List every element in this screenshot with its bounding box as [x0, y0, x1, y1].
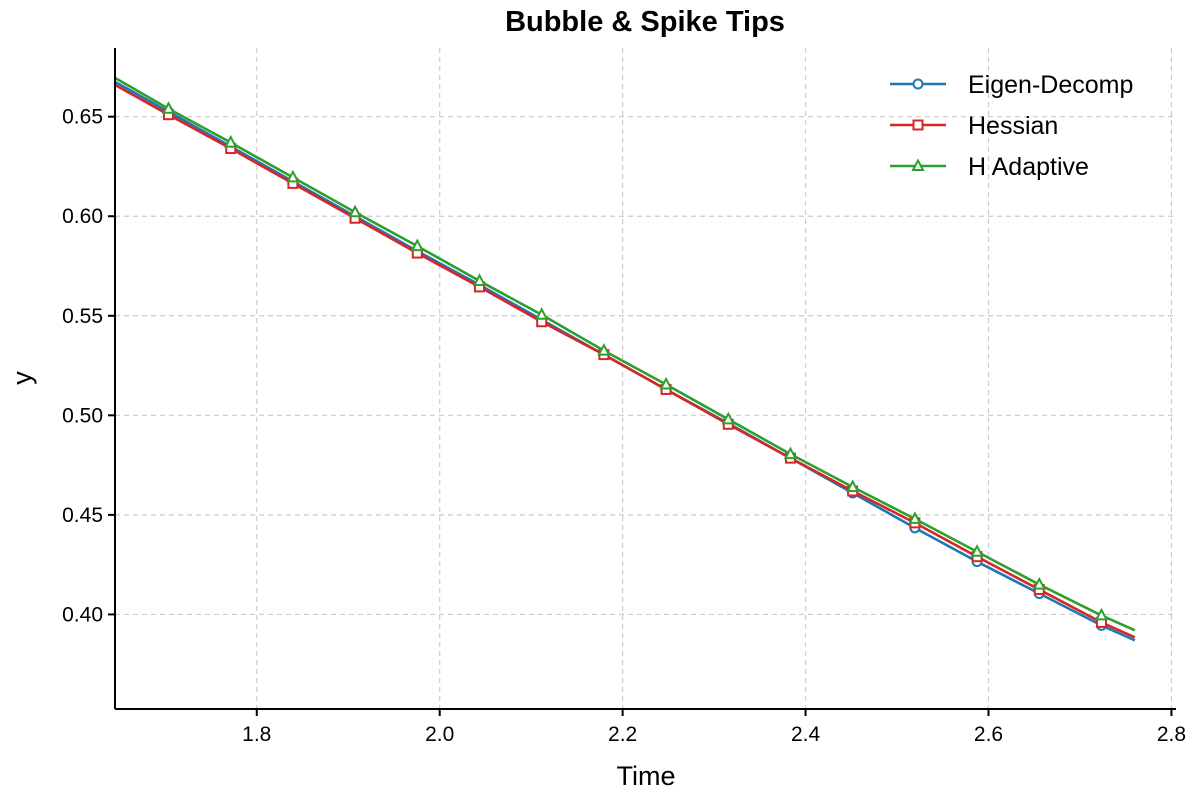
data-point: [1032, 576, 1046, 590]
series-group: [114, 76, 1136, 642]
legend: Eigen-Decomp Hessian H Adaptive: [890, 71, 1133, 181]
data-point: [659, 376, 673, 390]
axes: 1.8 2.0 2.2 2.4 2.6 2.8 0.40 0.45 0.50 0.55 0.60 0.…: [62, 48, 1186, 746]
y-tick-label: 0.50: [62, 404, 103, 427]
legend-entry: H Adaptive: [890, 153, 1089, 181]
x-tick-label: 2.4: [791, 723, 821, 746]
legend-label: H Adaptive: [968, 153, 1089, 181]
data-point: [597, 342, 611, 356]
legend-entry: Eigen-Decomp: [890, 71, 1133, 99]
x-axis-label: Time: [617, 761, 676, 791]
x-tick-label: 2.0: [425, 723, 454, 746]
legend-marker: [911, 158, 925, 171]
y-tick-label: 0.40: [62, 603, 103, 626]
legend-marker: [912, 78, 924, 90]
data-point: [224, 134, 238, 148]
x-tick-label: 2.8: [1157, 723, 1186, 746]
chart-title: Bubble & Spike Tips: [505, 6, 785, 38]
data-point: [535, 307, 549, 320]
data-point: [783, 446, 798, 460]
data-point: [472, 273, 487, 286]
legend-marker: [912, 119, 924, 131]
y-tick-label: 0.45: [62, 504, 103, 527]
legend-label: Eigen-Decomp: [968, 71, 1133, 99]
data-point: [970, 544, 984, 557]
data-point: [286, 169, 300, 183]
x-tick-label: 2.2: [608, 723, 637, 746]
x-tick-label: 2.6: [974, 723, 1003, 746]
data-point: [846, 479, 860, 493]
legend-label: Hessian: [968, 112, 1058, 140]
data-point: [1094, 607, 1109, 621]
legend-entry: Hessian: [890, 112, 1058, 140]
y-tick-label: 0.55: [62, 305, 103, 328]
data-point: [410, 238, 424, 252]
data-point: [908, 511, 922, 524]
data-point: [721, 411, 735, 425]
grid: [115, 48, 1176, 709]
data-point: [161, 101, 176, 114]
series-line: [114, 83, 1136, 639]
y-tick-label: 0.65: [62, 106, 103, 129]
y-tick-label: 0.60: [62, 205, 103, 228]
series-h-adaptive: [114, 76, 1136, 632]
data-point: [348, 204, 362, 218]
x-tick-label: 1.8: [242, 723, 271, 746]
series-line: [114, 76, 1136, 632]
y-axis-label: y: [7, 371, 37, 385]
